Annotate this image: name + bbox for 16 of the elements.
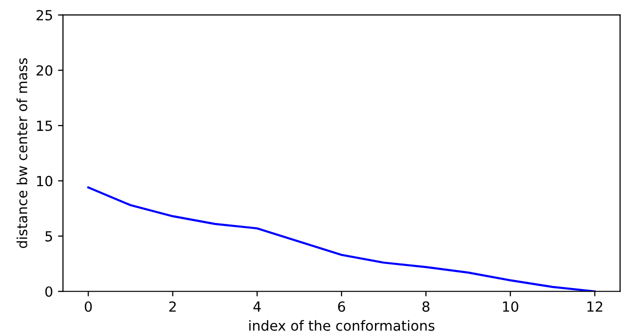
y-tick-label: 20 <box>36 65 52 76</box>
y-tick-label: 25 <box>36 10 52 20</box>
x-tick-label: 8 <box>422 301 430 312</box>
x-tick-label: 4 <box>253 302 261 312</box>
x-tick-label: 10 <box>503 301 518 312</box>
y-axis-title: distance bw center of mass <box>16 58 28 248</box>
line-series <box>87 186 596 292</box>
x-tick-label: 2 <box>169 301 176 312</box>
y-tick-label: 0 <box>45 286 52 297</box>
x-tick-label: 12 <box>587 301 602 312</box>
y-tick-label: 5 <box>45 231 52 242</box>
x-axis-title: index of the conformations <box>249 320 434 331</box>
x-tick-label: 6 <box>338 301 346 312</box>
y-tick-label: 15 <box>37 120 52 132</box>
y-tick-label: 10 <box>37 176 52 186</box>
x-tick-label: 0 <box>84 301 92 312</box>
